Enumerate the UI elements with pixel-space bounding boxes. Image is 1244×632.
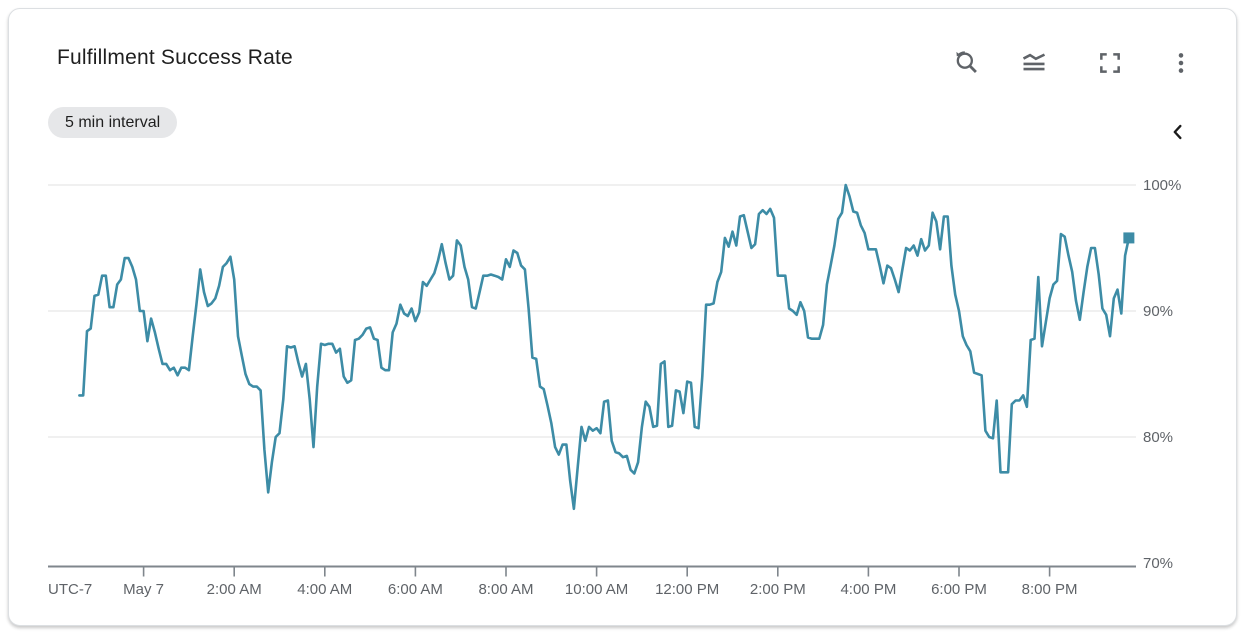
series-line xyxy=(78,183,1131,511)
line-chart-options-icon xyxy=(1020,49,1048,77)
fullscreen-button[interactable] xyxy=(1095,48,1125,78)
more-vert-icon xyxy=(1168,50,1194,76)
expand-legend-button[interactable] xyxy=(1164,118,1192,148)
page-title: Fulfillment Success Rate xyxy=(57,46,293,69)
chart-card xyxy=(8,8,1237,626)
zoom-reset-icon xyxy=(952,49,980,77)
more-options-button[interactable] xyxy=(1166,48,1196,78)
zoom-reset-button[interactable] xyxy=(951,48,981,78)
fullscreen-icon xyxy=(1097,50,1123,76)
chevron-left-icon xyxy=(1167,120,1189,147)
chart-options-button[interactable] xyxy=(1019,48,1049,78)
interval-chip[interactable]: 5 min interval xyxy=(48,107,178,138)
